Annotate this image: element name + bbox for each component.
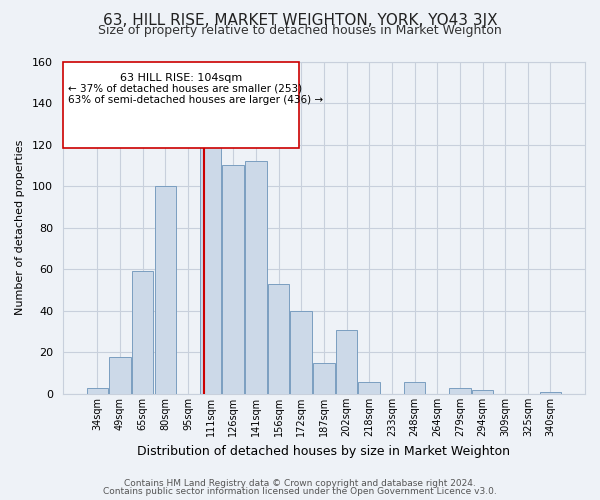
Bar bbox=[313, 363, 335, 394]
Text: Size of property relative to detached houses in Market Weighton: Size of property relative to detached ho… bbox=[98, 24, 502, 37]
Bar bbox=[155, 186, 176, 394]
Bar bbox=[290, 311, 312, 394]
Bar bbox=[449, 388, 470, 394]
Text: 63% of semi-detached houses are larger (436) →: 63% of semi-detached houses are larger (… bbox=[68, 95, 323, 105]
Bar bbox=[268, 284, 289, 394]
Bar bbox=[472, 390, 493, 394]
Bar bbox=[200, 118, 221, 394]
Bar bbox=[132, 272, 154, 394]
Bar bbox=[86, 388, 108, 394]
Text: Contains public sector information licensed under the Open Government Licence v3: Contains public sector information licen… bbox=[103, 487, 497, 496]
Bar bbox=[336, 330, 358, 394]
Bar bbox=[358, 382, 380, 394]
Text: Contains HM Land Registry data © Crown copyright and database right 2024.: Contains HM Land Registry data © Crown c… bbox=[124, 478, 476, 488]
Bar bbox=[109, 356, 131, 394]
Bar bbox=[223, 166, 244, 394]
X-axis label: Distribution of detached houses by size in Market Weighton: Distribution of detached houses by size … bbox=[137, 444, 511, 458]
Text: 63 HILL RISE: 104sqm: 63 HILL RISE: 104sqm bbox=[120, 73, 242, 83]
Bar bbox=[404, 382, 425, 394]
Text: ← 37% of detached houses are smaller (253): ← 37% of detached houses are smaller (25… bbox=[68, 83, 302, 93]
Y-axis label: Number of detached properties: Number of detached properties bbox=[15, 140, 25, 316]
Bar bbox=[245, 162, 266, 394]
Text: 63, HILL RISE, MARKET WEIGHTON, YORK, YO43 3JX: 63, HILL RISE, MARKET WEIGHTON, YORK, YO… bbox=[103, 12, 497, 28]
Bar bbox=[540, 392, 561, 394]
FancyBboxPatch shape bbox=[63, 62, 299, 148]
